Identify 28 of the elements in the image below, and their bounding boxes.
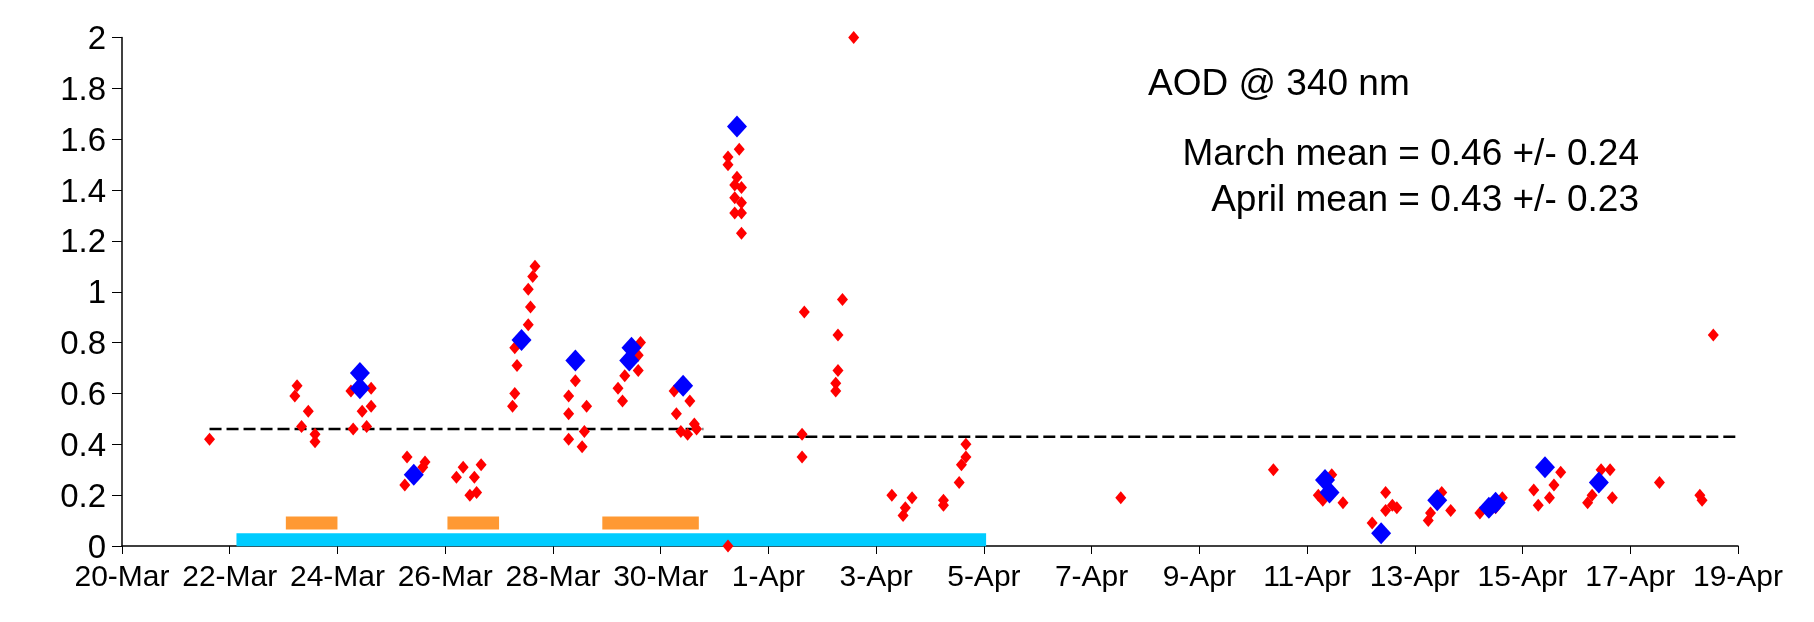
y-tick-label: 2 xyxy=(87,19,106,56)
y-tick-label: 1.2 xyxy=(60,222,106,260)
annotation: AOD @ 340 nm xyxy=(1148,62,1410,103)
y-tick-label: 1 xyxy=(87,273,106,311)
y-tick-label: 1.8 xyxy=(60,69,106,107)
x-tick-label: 13-Apr xyxy=(1369,558,1460,592)
x-tick-label: 19-Apr xyxy=(1692,558,1784,592)
x-tick-label: 7-Apr xyxy=(1054,558,1129,592)
x-tick-label: 22-Mar xyxy=(182,558,278,592)
x-tick-label: 5-Apr xyxy=(947,558,1021,592)
x-tick-label: 11-Apr xyxy=(1263,558,1351,592)
x-tick-label: 28-Mar xyxy=(505,558,601,592)
x-tick-label: 9-Apr xyxy=(1162,558,1237,592)
annotation: March mean = 0.46 +/- 0.24 xyxy=(1182,132,1639,173)
y-tick-label: 1.4 xyxy=(60,171,106,209)
x-tick-label: 3-Apr xyxy=(839,558,913,592)
x-tick-label: 30-Mar xyxy=(613,558,709,592)
x-tick-label: 24-Mar xyxy=(289,558,385,592)
x-tick-label: 26-Mar xyxy=(397,558,493,592)
y-tick-label: 0.8 xyxy=(60,324,106,362)
y-tick-label: 1.6 xyxy=(60,120,106,158)
y-tick-label: 0.4 xyxy=(60,425,106,463)
x-tick-label: 17-Apr xyxy=(1585,558,1676,592)
x-tick-label: 1-Apr xyxy=(731,558,806,592)
y-tick-label: 0.2 xyxy=(60,476,106,514)
y-tick-label: 0.6 xyxy=(60,374,106,412)
x-tick-label: 15-Apr xyxy=(1477,558,1568,592)
annotation: April mean = 0.43 +/- 0.23 xyxy=(1211,178,1639,219)
